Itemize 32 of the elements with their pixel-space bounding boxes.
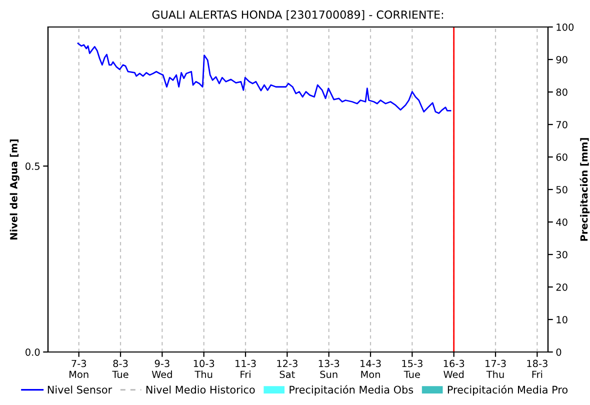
y2-axis-title: Precipitación [mm] xyxy=(580,138,590,241)
y2-tick-label: 20 xyxy=(556,283,568,291)
x-tick-label: 16-3 Wed xyxy=(444,360,464,378)
x-tick-label: 10-3 Thu xyxy=(194,360,214,378)
x-tick-label: 12-3 Sat xyxy=(277,360,298,378)
y2-tick-label: 50 xyxy=(556,186,568,194)
y2-tick-label: 60 xyxy=(556,153,568,161)
x-tick-label: 9-3 Wed xyxy=(152,360,172,378)
x-tick-label: 7-3 Mon xyxy=(70,360,88,378)
y2-tick-label: 90 xyxy=(556,56,568,64)
x-tick-label: 18-3 Fri xyxy=(527,360,548,378)
legend-label: Nivel Sensor xyxy=(48,386,112,394)
legend-label: Precipitación Media Pro xyxy=(448,385,568,396)
chart-title: GUALI ALERTAS HONDA [2301700089] - CORRIENTE: xyxy=(152,10,444,20)
y-tick-label: 0.0 xyxy=(26,348,40,356)
y2-tick-label: 100 xyxy=(556,23,574,31)
y2-tick-label: 80 xyxy=(556,88,568,96)
y-axis-title: Nivel del Agua [m] xyxy=(10,139,20,240)
legend-label: Nivel Medio Historico xyxy=(146,386,255,394)
x-tick-label: 17-3 Thu xyxy=(486,360,506,378)
y-tick-label: 0.5 xyxy=(26,162,40,170)
x-tick-label: 8-3 Tue xyxy=(112,360,128,378)
x-tick-label: 14-3 Mon xyxy=(360,360,381,378)
y2-tick-label: 40 xyxy=(556,218,568,226)
y2-tick-label: 70 xyxy=(556,120,568,128)
y2-tick-label: 30 xyxy=(556,250,568,258)
legend-label: Precipitación Media Obs xyxy=(290,385,414,396)
x-tick-label: 15-3 Tue xyxy=(402,360,422,378)
y2-tick-label: 10 xyxy=(556,316,568,324)
y2-tick-label: 0 xyxy=(556,348,562,356)
x-tick-label: 13-3 Sun xyxy=(318,360,340,378)
x-tick-label: 11-3 Fri xyxy=(236,360,256,378)
